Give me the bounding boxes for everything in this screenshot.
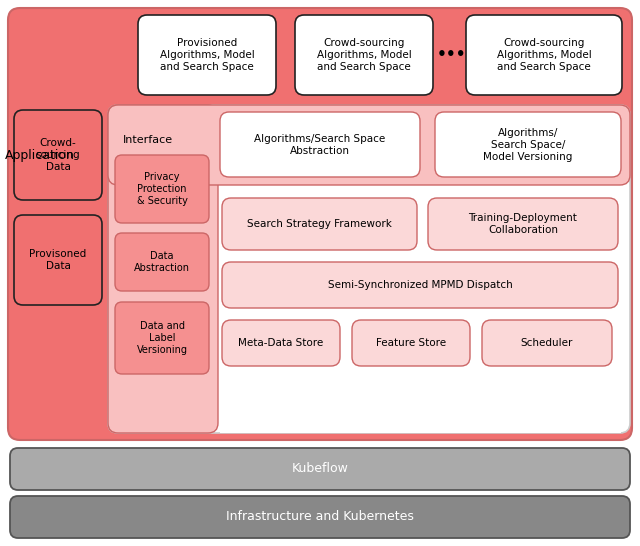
FancyBboxPatch shape <box>220 193 621 433</box>
Text: Infrastructure and Kubernetes: Infrastructure and Kubernetes <box>226 511 414 524</box>
FancyBboxPatch shape <box>108 105 218 433</box>
Text: Algorithms/
Search Space/
Model Versioning: Algorithms/ Search Space/ Model Versioni… <box>483 128 573 162</box>
Text: Interface: Interface <box>123 135 173 145</box>
FancyBboxPatch shape <box>10 448 630 490</box>
Text: Feature Store: Feature Store <box>376 338 446 348</box>
Text: Crowd-sourcing
Algorithms, Model
and Search Space: Crowd-sourcing Algorithms, Model and Sea… <box>497 38 591 72</box>
FancyBboxPatch shape <box>14 215 102 305</box>
FancyBboxPatch shape <box>222 198 417 250</box>
FancyBboxPatch shape <box>138 15 276 95</box>
FancyBboxPatch shape <box>10 496 630 538</box>
Text: •••: ••• <box>437 48 467 62</box>
FancyBboxPatch shape <box>8 8 632 440</box>
FancyBboxPatch shape <box>115 302 209 374</box>
Text: Algorithms/Search Space
Abstraction: Algorithms/Search Space Abstraction <box>254 134 386 156</box>
FancyBboxPatch shape <box>466 15 622 95</box>
Text: Scheduler: Scheduler <box>521 338 573 348</box>
Text: Data and
Label
Versioning: Data and Label Versioning <box>136 322 188 354</box>
FancyBboxPatch shape <box>482 320 612 366</box>
FancyBboxPatch shape <box>108 105 630 433</box>
Text: Provisoned
Data: Provisoned Data <box>29 249 86 271</box>
Text: Semi-Synchronized MPMD Dispatch: Semi-Synchronized MPMD Dispatch <box>328 280 513 290</box>
FancyBboxPatch shape <box>220 112 420 177</box>
Text: Crowd-sourcing
Algorithms, Model
and Search Space: Crowd-sourcing Algorithms, Model and Sea… <box>317 38 412 72</box>
Text: Search Strategy Framework: Search Strategy Framework <box>246 219 392 229</box>
Text: Crowd-
sourcing
Data: Crowd- sourcing Data <box>36 138 80 171</box>
Text: Training-Deployment
Collaboration: Training-Deployment Collaboration <box>468 213 577 235</box>
Text: Meta-Data Store: Meta-Data Store <box>238 338 324 348</box>
FancyBboxPatch shape <box>115 233 209 291</box>
FancyBboxPatch shape <box>108 105 630 185</box>
Text: Privacy
Protection
& Security: Privacy Protection & Security <box>136 173 188 206</box>
Text: Provisioned
Algorithms, Model
and Search Space: Provisioned Algorithms, Model and Search… <box>159 38 254 72</box>
FancyBboxPatch shape <box>222 320 340 366</box>
Text: Data
Abstraction: Data Abstraction <box>134 251 190 273</box>
FancyBboxPatch shape <box>14 110 102 200</box>
Text: Application: Application <box>5 149 75 162</box>
FancyBboxPatch shape <box>435 112 621 177</box>
Text: Kubeflow: Kubeflow <box>292 462 348 476</box>
FancyBboxPatch shape <box>295 15 433 95</box>
FancyBboxPatch shape <box>115 155 209 223</box>
FancyBboxPatch shape <box>428 198 618 250</box>
FancyBboxPatch shape <box>222 262 618 308</box>
FancyBboxPatch shape <box>352 320 470 366</box>
